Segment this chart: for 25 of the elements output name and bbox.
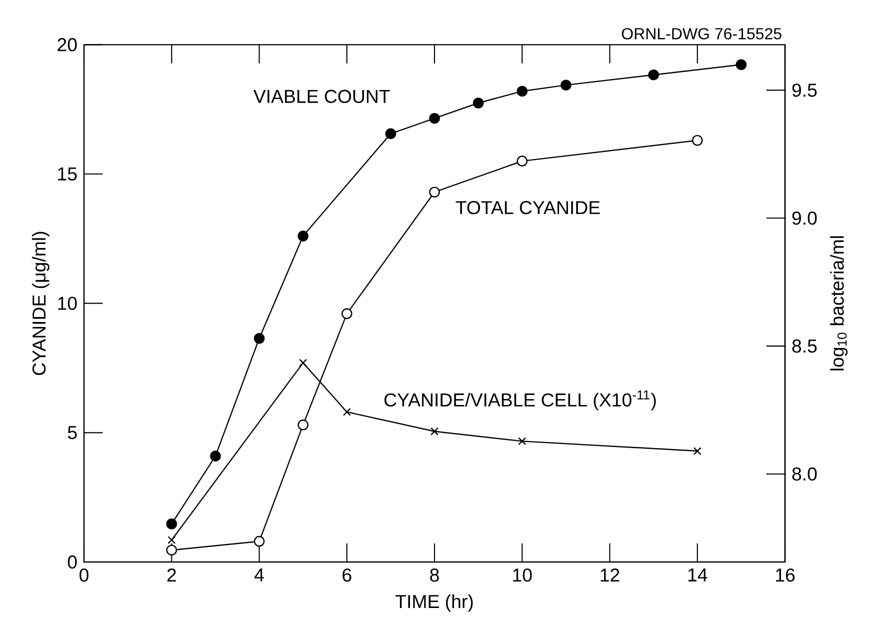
x-tick-label: 2 <box>167 568 176 582</box>
y-tick-label: 10 <box>58 296 77 310</box>
y-tick-label: 0 <box>68 555 77 569</box>
y2-tick-label: 8.5 <box>792 339 817 353</box>
y-tick-label: 5 <box>68 426 77 440</box>
x-tick-label: 0 <box>80 568 88 582</box>
x-axis-title: TIME (hr) <box>396 594 473 612</box>
y2-tick-label: 9.0 <box>792 212 817 225</box>
y2-tick-label: 8.0 <box>792 467 817 481</box>
y-axis-title: CYANIDE (μg/ml) <box>32 232 50 376</box>
x-tick-label: 12 <box>600 568 620 582</box>
series-label: TOTAL CYANIDE <box>456 201 600 214</box>
x-tick-label: 4 <box>254 568 264 582</box>
y2-tick-label: 9.5 <box>792 84 817 97</box>
x-tick-label: 6 <box>342 568 352 582</box>
series-label: VIABLE COUNT <box>253 90 390 104</box>
x-tick-label: 10 <box>513 568 532 582</box>
x-tick-label: 16 <box>776 568 795 582</box>
y-tick-label: 20 <box>58 38 77 52</box>
x-tick-label: 14 <box>688 568 708 582</box>
y-tick-label: 15 <box>58 167 77 181</box>
y2-axis-title: log$_{10}$ bacteria/ml <box>830 236 848 370</box>
text: ORNL-DWG 76-15525 <box>622 28 782 40</box>
series-label: CYANIDE/VIABLE CELL (X10$^{-11}$) <box>384 390 656 410</box>
x-tick-label: 8 <box>430 568 439 582</box>
